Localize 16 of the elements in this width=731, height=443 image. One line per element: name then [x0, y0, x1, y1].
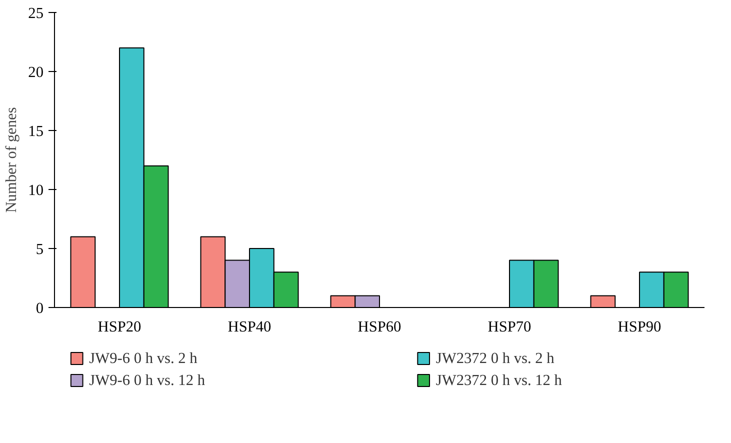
y-tick-label: 25	[28, 5, 44, 22]
x-tick-label: HSP40	[228, 318, 272, 336]
y-tick-label: 0	[36, 300, 44, 317]
legend-label: JW9-6 0 h vs. 2 h	[89, 350, 198, 367]
x-tick-label: HSP90	[618, 318, 662, 336]
x-tick-label: HSP60	[358, 318, 402, 336]
legend-label: JW9-6 0 h vs. 12 h	[89, 372, 206, 389]
legend-label: JW2372 0 h vs. 2 h	[436, 350, 555, 367]
y-tick-label: 20	[28, 64, 44, 81]
x-tick-label: HSP70	[488, 318, 532, 336]
y-tick-label: 10	[28, 182, 44, 199]
legend-label: JW2372 0 h vs. 12 h	[436, 372, 562, 389]
y-tick-label: 5	[36, 241, 44, 258]
y-tick-label: 15	[28, 123, 44, 140]
x-tick-label: HSP20	[98, 318, 142, 336]
y-axis-title: Number of genes	[3, 107, 20, 213]
